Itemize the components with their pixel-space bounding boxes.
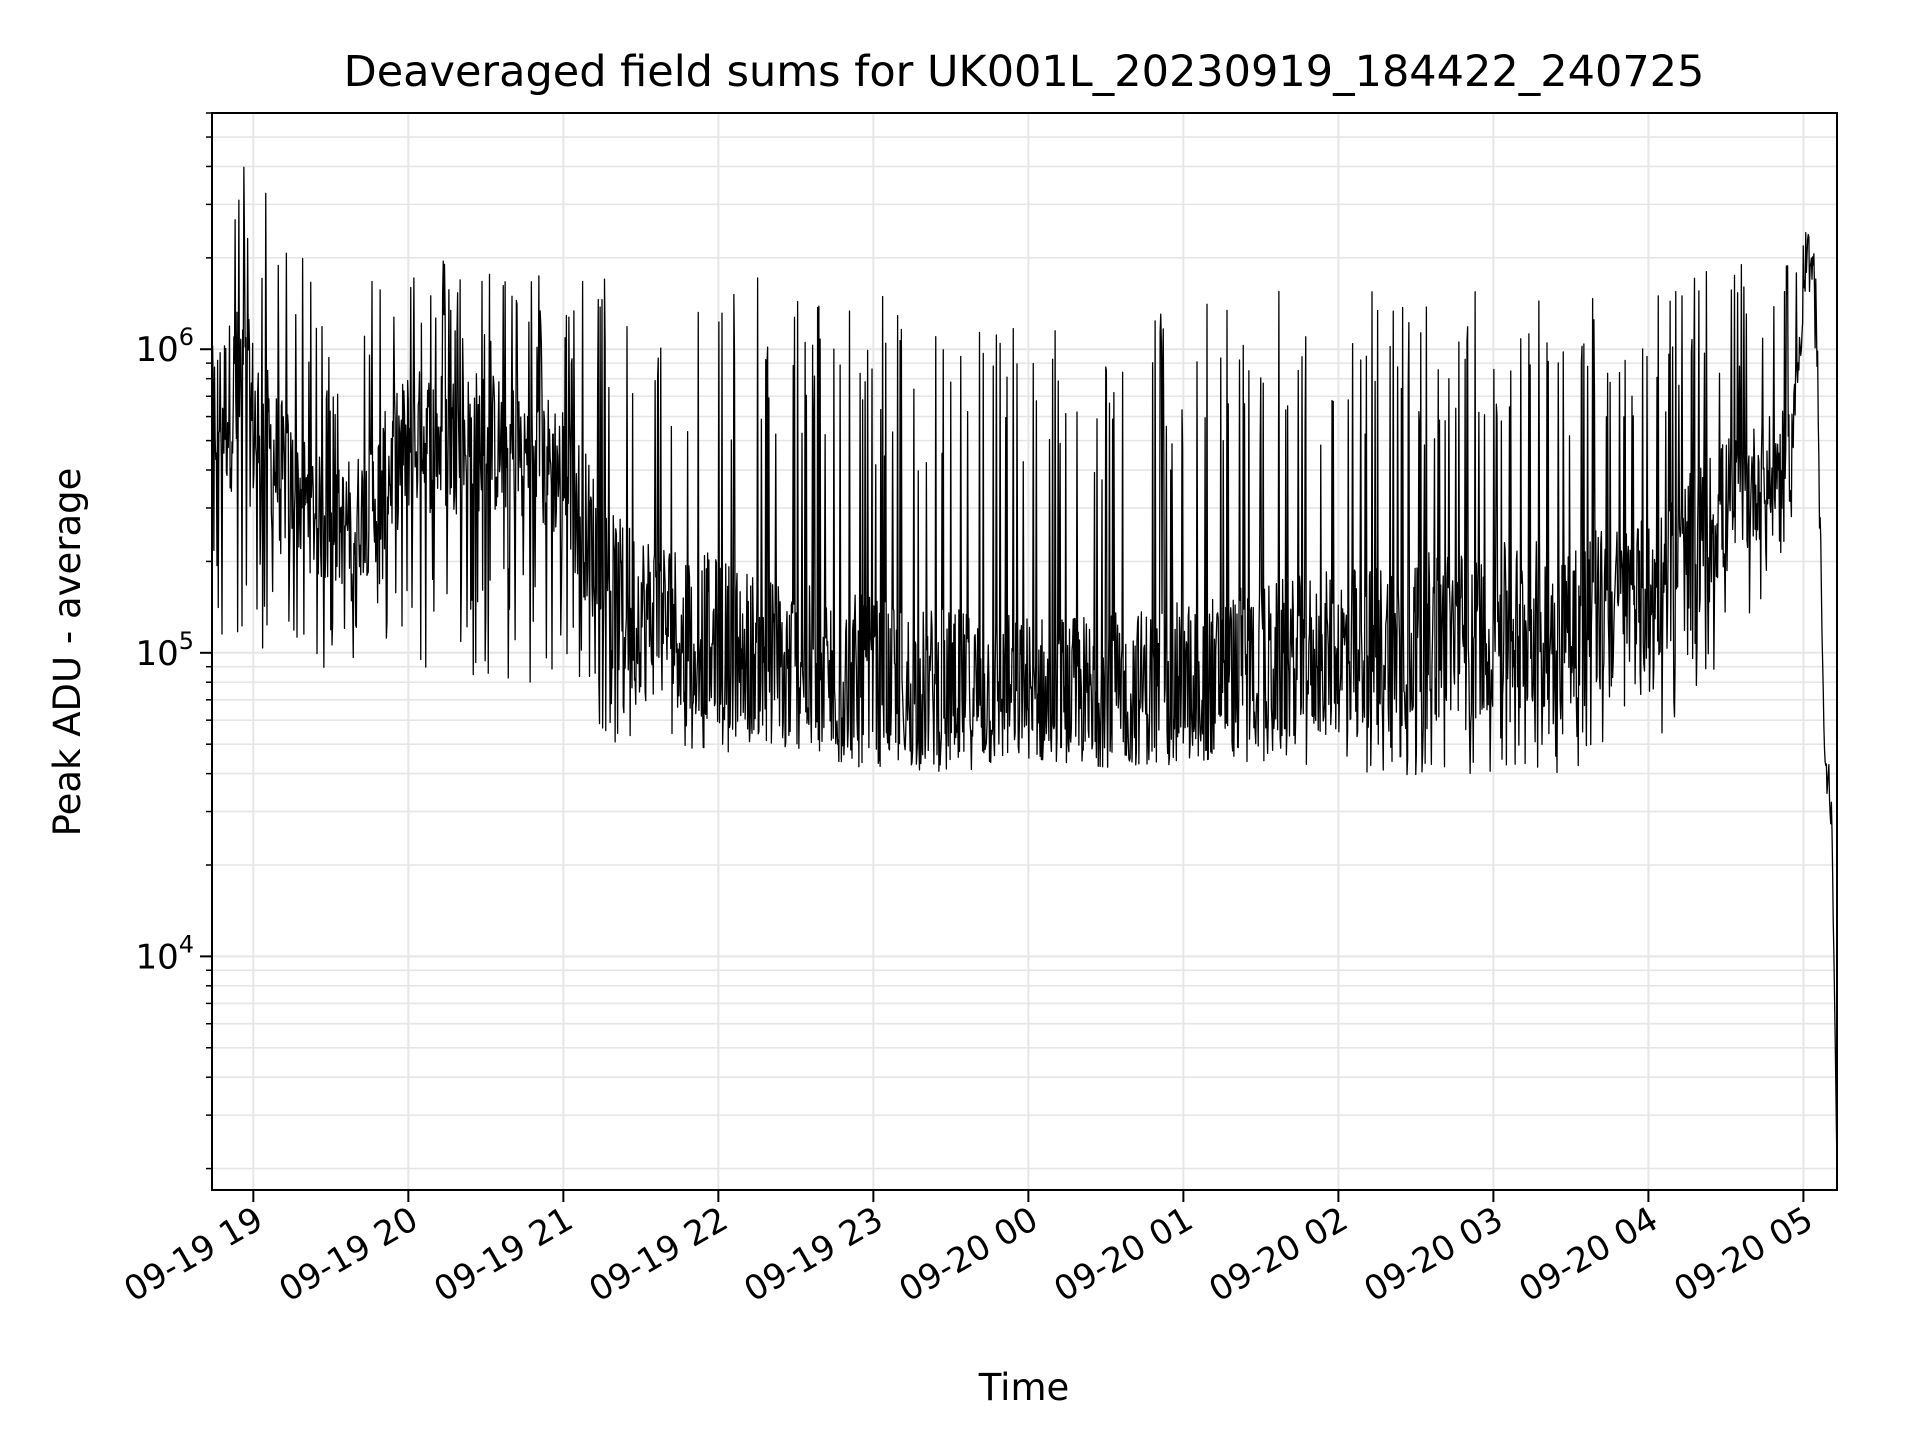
- y-tick-label: 105: [135, 627, 194, 674]
- plot-area: [211, 166, 1838, 1168]
- plot-frame: [211, 112, 1838, 1191]
- y-tick-label: 106: [135, 323, 194, 370]
- y-axis-label: Peak ADU - average: [46, 468, 89, 837]
- grid: [212, 112, 1837, 1190]
- y-tick-label: 104: [135, 930, 194, 977]
- x-axis-label: Time: [978, 1366, 1070, 1409]
- data-series-line: [211, 166, 1838, 1168]
- chart-title: Deaveraged field sums for UK001L_2023091…: [344, 47, 1705, 97]
